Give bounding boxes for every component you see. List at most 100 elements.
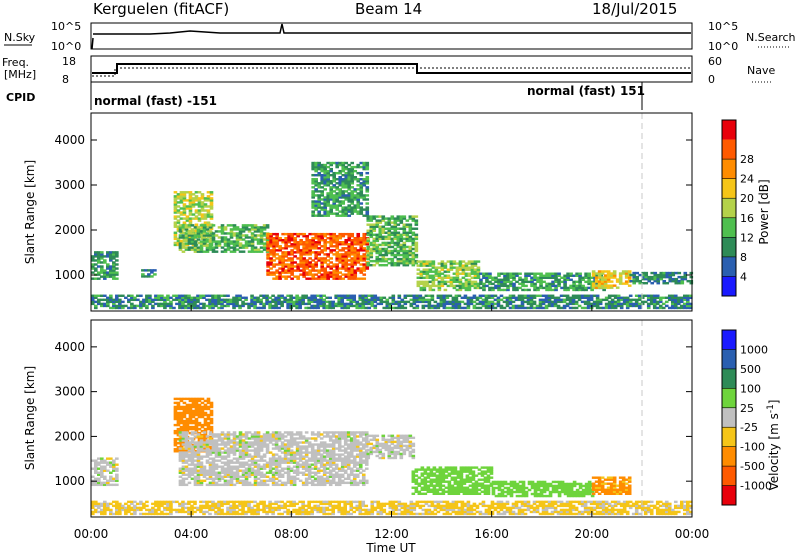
heatmap-cell <box>553 298 558 302</box>
heatmap-cell <box>203 399 208 403</box>
heatmap-cell <box>182 211 187 214</box>
heatmap-cell <box>653 277 658 281</box>
heatmap-cell <box>259 481 264 485</box>
heatmap-cell <box>199 465 204 468</box>
heatmap-cell <box>338 271 343 274</box>
heatmap-cell <box>463 296 468 300</box>
heatmap-cell <box>359 263 364 266</box>
heatmap-cell <box>91 475 95 478</box>
heatmap-cell <box>310 463 315 466</box>
heatmap-cell <box>256 242 261 245</box>
heatmap-cell <box>412 294 417 297</box>
heatmap-cell <box>238 469 243 472</box>
heatmap-cell <box>323 269 327 272</box>
heatmap-cell <box>485 274 489 277</box>
heatmap-cell <box>206 423 211 427</box>
heatmap-cell <box>314 214 318 217</box>
heatmap-cell <box>118 302 122 306</box>
heatmap-cell <box>250 445 255 448</box>
heatmap-cell <box>182 405 187 409</box>
heatmap-cell <box>665 273 670 277</box>
heatmap-cell <box>289 443 294 446</box>
heatmap-cell <box>506 280 510 284</box>
heatmap-cell <box>196 232 201 235</box>
heatmap-cell <box>581 288 585 292</box>
heatmap-cell <box>301 473 306 476</box>
heatmap-cell <box>317 243 321 246</box>
heatmap-cell <box>338 259 343 262</box>
heatmap-cell <box>454 306 459 310</box>
heatmap-cell <box>290 277 294 280</box>
heatmap-cell <box>286 439 291 442</box>
heatmap-cell <box>397 300 402 304</box>
heatmap-cell <box>500 278 504 282</box>
heatmap-cell <box>326 200 330 203</box>
heatmap-cell <box>609 286 614 289</box>
heatmap-cell <box>316 453 321 456</box>
heatmap-cell <box>214 302 218 306</box>
heatmap-cell <box>176 417 181 421</box>
heatmap-cell <box>311 267 315 270</box>
heatmap-cell <box>313 449 318 452</box>
heatmap-cell <box>214 246 219 249</box>
heatmap-cell <box>433 300 438 304</box>
heatmap-cell <box>190 238 195 241</box>
heatmap-cell <box>338 184 343 187</box>
heatmap-cell <box>241 296 245 300</box>
heatmap-cell <box>326 275 330 278</box>
heatmap-cell <box>569 274 573 277</box>
heatmap-cell <box>458 278 463 282</box>
heatmap-cell <box>616 304 621 308</box>
heatmap-cell <box>181 459 186 462</box>
heatmap-cell <box>194 203 199 206</box>
heatmap-cell <box>638 279 643 283</box>
heatmap-cell <box>340 298 345 302</box>
heatmap-cell <box>451 302 456 306</box>
heatmap-cell <box>399 259 404 263</box>
heatmap-cell <box>310 296 314 300</box>
heatmap-cell <box>112 251 116 254</box>
heatmap-cell <box>527 280 531 284</box>
heatmap-cell <box>280 300 284 304</box>
heatmap-cell <box>296 249 300 252</box>
heatmap-cell <box>262 246 267 249</box>
heatmap-cell <box>362 182 367 185</box>
heatmap-cell <box>485 272 489 275</box>
heatmap-cell <box>458 272 463 275</box>
heatmap-cell <box>310 479 315 483</box>
heatmap-cell <box>266 247 270 250</box>
heatmap-cell <box>112 277 116 280</box>
heatmap-cell <box>396 241 401 245</box>
heatmap-cell <box>307 459 312 462</box>
heatmap-cell <box>202 471 207 474</box>
heatmap-cell <box>250 248 255 251</box>
heatmap-cell <box>223 469 228 472</box>
heatmap-cell <box>365 210 370 213</box>
heatmap-cell <box>278 267 282 270</box>
heatmap-cell <box>329 265 333 268</box>
heatmap-cell <box>91 271 95 274</box>
colorbar-swatch <box>722 217 736 238</box>
heatmap-cell <box>431 260 436 263</box>
heatmap-cell <box>274 453 279 456</box>
heatmap-cell <box>575 284 579 288</box>
heatmap-cell <box>262 465 267 468</box>
heatmap-cell <box>527 274 531 277</box>
heatmap-cell <box>349 294 354 297</box>
heatmap-cell <box>356 243 361 246</box>
heatmap-cell <box>160 298 164 302</box>
heatmap-cell <box>103 467 107 470</box>
cpid-label: CPID <box>6 91 35 104</box>
heatmap-cell <box>335 188 340 191</box>
heatmap-cell <box>334 453 339 456</box>
heatmap-cell <box>284 265 288 268</box>
heatmap-cell <box>661 296 666 300</box>
heatmap-cell <box>329 173 333 177</box>
heatmap-cell <box>202 238 207 241</box>
heatmap-cell <box>402 259 407 263</box>
heatmap-cell <box>376 296 381 300</box>
heatmap-cell <box>178 435 183 438</box>
heatmap-cell <box>268 461 273 464</box>
heatmap-cell <box>396 261 401 265</box>
heatmap-cell <box>317 184 321 187</box>
